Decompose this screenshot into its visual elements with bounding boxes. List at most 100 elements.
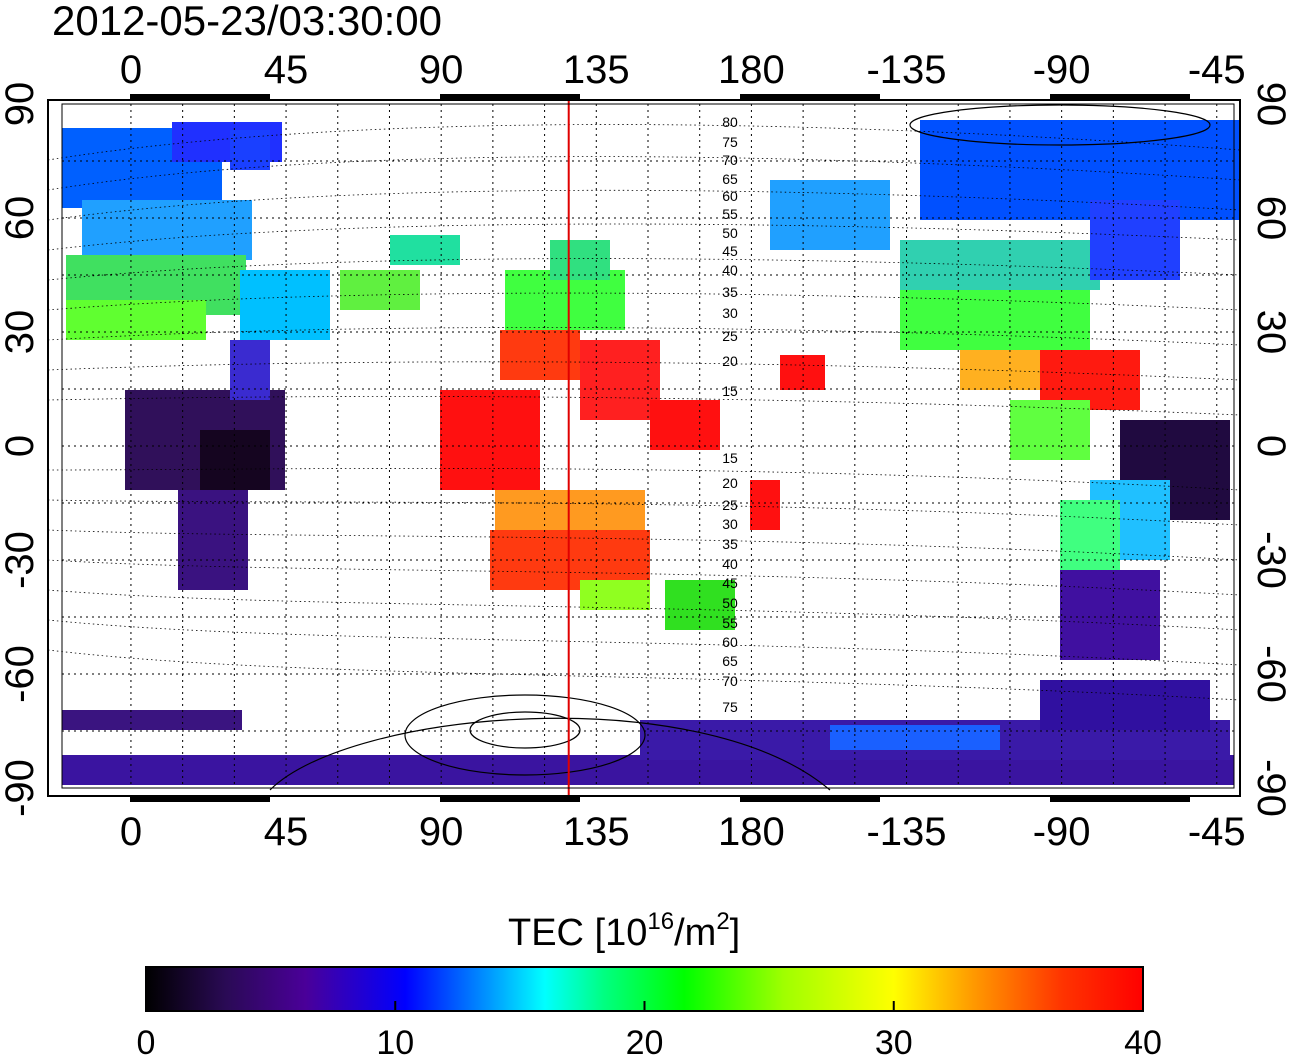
tec-patch [750,480,780,530]
polar-contours [269,104,1211,791]
left-lat-tick-label: 90 [0,82,42,127]
tec-patch [920,120,1240,220]
top-lon-tick-label: -45 [1188,48,1246,92]
bottom-lon-tick-label: -135 [866,810,946,854]
left-lat-tick-label: 30 [0,310,42,355]
contour-label: 75 [722,134,738,150]
bottom-lon-tick-label: 0 [120,810,142,854]
tec-patch [1040,680,1210,730]
colorbar-title: TEC [1016/m2] [508,908,740,954]
contour-label: 45 [722,575,738,591]
bottom-lon-tick-label: 90 [419,810,464,854]
tec-patch [580,340,660,420]
contour-label: 60 [722,634,738,650]
left-lat-tick-label: 60 [0,196,42,241]
tec-patch [1060,570,1160,660]
tec-data-layer [62,120,1240,785]
contour-label: 75 [722,699,738,715]
tec-patch [62,710,242,730]
top-lon-tick-label: 0 [120,48,142,92]
tec-patch [390,235,460,265]
tec-patch [440,390,540,490]
bottom-lon-tick-label: -90 [1033,810,1091,854]
right-lat-tick-label: 0 [1249,435,1292,457]
top-lon-tick-label: -135 [866,48,946,92]
tec-patch [66,300,206,340]
tec-patch [960,350,1040,390]
right-lat-tick-label: -60 [1249,645,1292,703]
tec-patch [650,400,720,450]
contour-label: 70 [722,152,738,168]
timestamp-label: 2012-05-23/03:30:00 [52,0,442,44]
right-lat-tick-label: 90 [1249,82,1292,127]
contour-label: 20 [722,353,738,369]
tec-patch [1090,200,1180,280]
contour-label: 65 [722,171,738,187]
contour-label: 55 [722,206,738,222]
top-longitude-labels: 0 45 90 135 180 -135 -90 -45 [120,48,1246,92]
tec-patch [240,270,330,340]
map-inner-frame [61,103,1235,789]
contour-label: 80 [722,114,738,130]
tec-patch [900,290,1090,350]
colorbar-tick-label: 10 [376,1024,414,1057]
tec-patch [82,200,252,260]
contour-label: 50 [722,595,738,611]
contour-label: 25 [722,328,738,344]
right-lat-tick-label: 30 [1249,310,1292,355]
contour-label: 15 [722,383,738,399]
contour-label: 40 [722,556,738,572]
colorbar-ticks: 0 10 20 30 40 [137,1001,1162,1057]
contour-label: 30 [722,516,738,532]
tec-patch [580,580,650,610]
bottom-lon-tick-label: 180 [718,810,785,854]
left-lat-tick-label: -60 [0,645,42,703]
top-lon-tick-label: -90 [1033,48,1091,92]
bottom-lon-tick-label: -45 [1188,810,1246,854]
contour-label: 40 [722,262,738,278]
left-latitude-labels: 90 60 30 0 -30 -60 -90 [0,82,42,817]
contour-label: 15 [722,450,738,466]
tec-patch [340,270,420,310]
tec-patch [500,330,580,380]
map-frame [47,99,1241,797]
top-lon-tick-label: 135 [563,48,630,92]
contour-label: 20 [722,475,738,491]
contour-label: 55 [722,615,738,631]
contour-label: 25 [722,497,738,513]
tec-patch [900,240,1100,290]
tec-patch [780,355,825,390]
magnetic-contours [48,124,1240,701]
contour-label: 70 [722,673,738,689]
colorbar-tick-label: 20 [626,1024,664,1057]
left-lat-tick-label: 0 [0,435,42,457]
bottom-lon-tick-label: 135 [563,810,630,854]
top-lon-tick-label: 90 [419,48,464,92]
tec-patch [830,725,1000,750]
tec-patch [770,180,890,250]
right-latitude-labels: 90 60 30 0 -30 -60 -90 [1249,82,1292,817]
right-lat-tick-label: -90 [1249,759,1292,817]
contour-label: 50 [722,225,738,241]
colorbar-tick-label: 0 [137,1024,156,1057]
tec-patch [550,240,610,280]
contour-label: 65 [722,653,738,669]
right-lat-tick-label: -30 [1249,531,1292,589]
bottom-lon-tick-label: 45 [264,810,309,854]
top-lon-tick-label: 45 [264,48,309,92]
colorbar-tick-label: 40 [1124,1024,1162,1057]
tec-patch [1010,400,1090,460]
bottom-longitude-labels: 0 45 90 135 180 -135 -90 -45 [120,810,1246,854]
tec-patch [200,430,270,490]
top-lon-tick-label: 180 [718,48,785,92]
contour-label: 35 [722,284,738,300]
frame-tick-bars [130,94,1190,802]
contour-label: 35 [722,536,738,552]
tec-patch [178,490,248,590]
contour-label: 45 [722,243,738,259]
map-grid [62,104,1234,788]
right-lat-tick-label: 60 [1249,196,1292,241]
tec-patch [230,340,270,400]
tec-patch [1060,500,1120,580]
